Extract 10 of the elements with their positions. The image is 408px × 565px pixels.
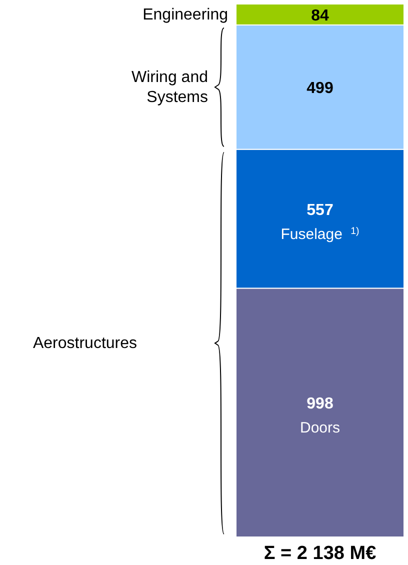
data-label: 557 (306, 202, 334, 219)
series-label: Engineering (142, 6, 228, 24)
data-label: 84 (311, 7, 329, 24)
text: Σ = 2 138 M€ (264, 543, 377, 564)
data-label: 499 (306, 80, 334, 98)
series-label: Doors (300, 420, 340, 437)
series-label: Wiring and Systems (132, 69, 208, 106)
data-label: 998 (306, 396, 334, 413)
series-label: Fuselage $^{1)}$ (280, 225, 360, 243)
text: Aerostructures (32, 335, 138, 352)
